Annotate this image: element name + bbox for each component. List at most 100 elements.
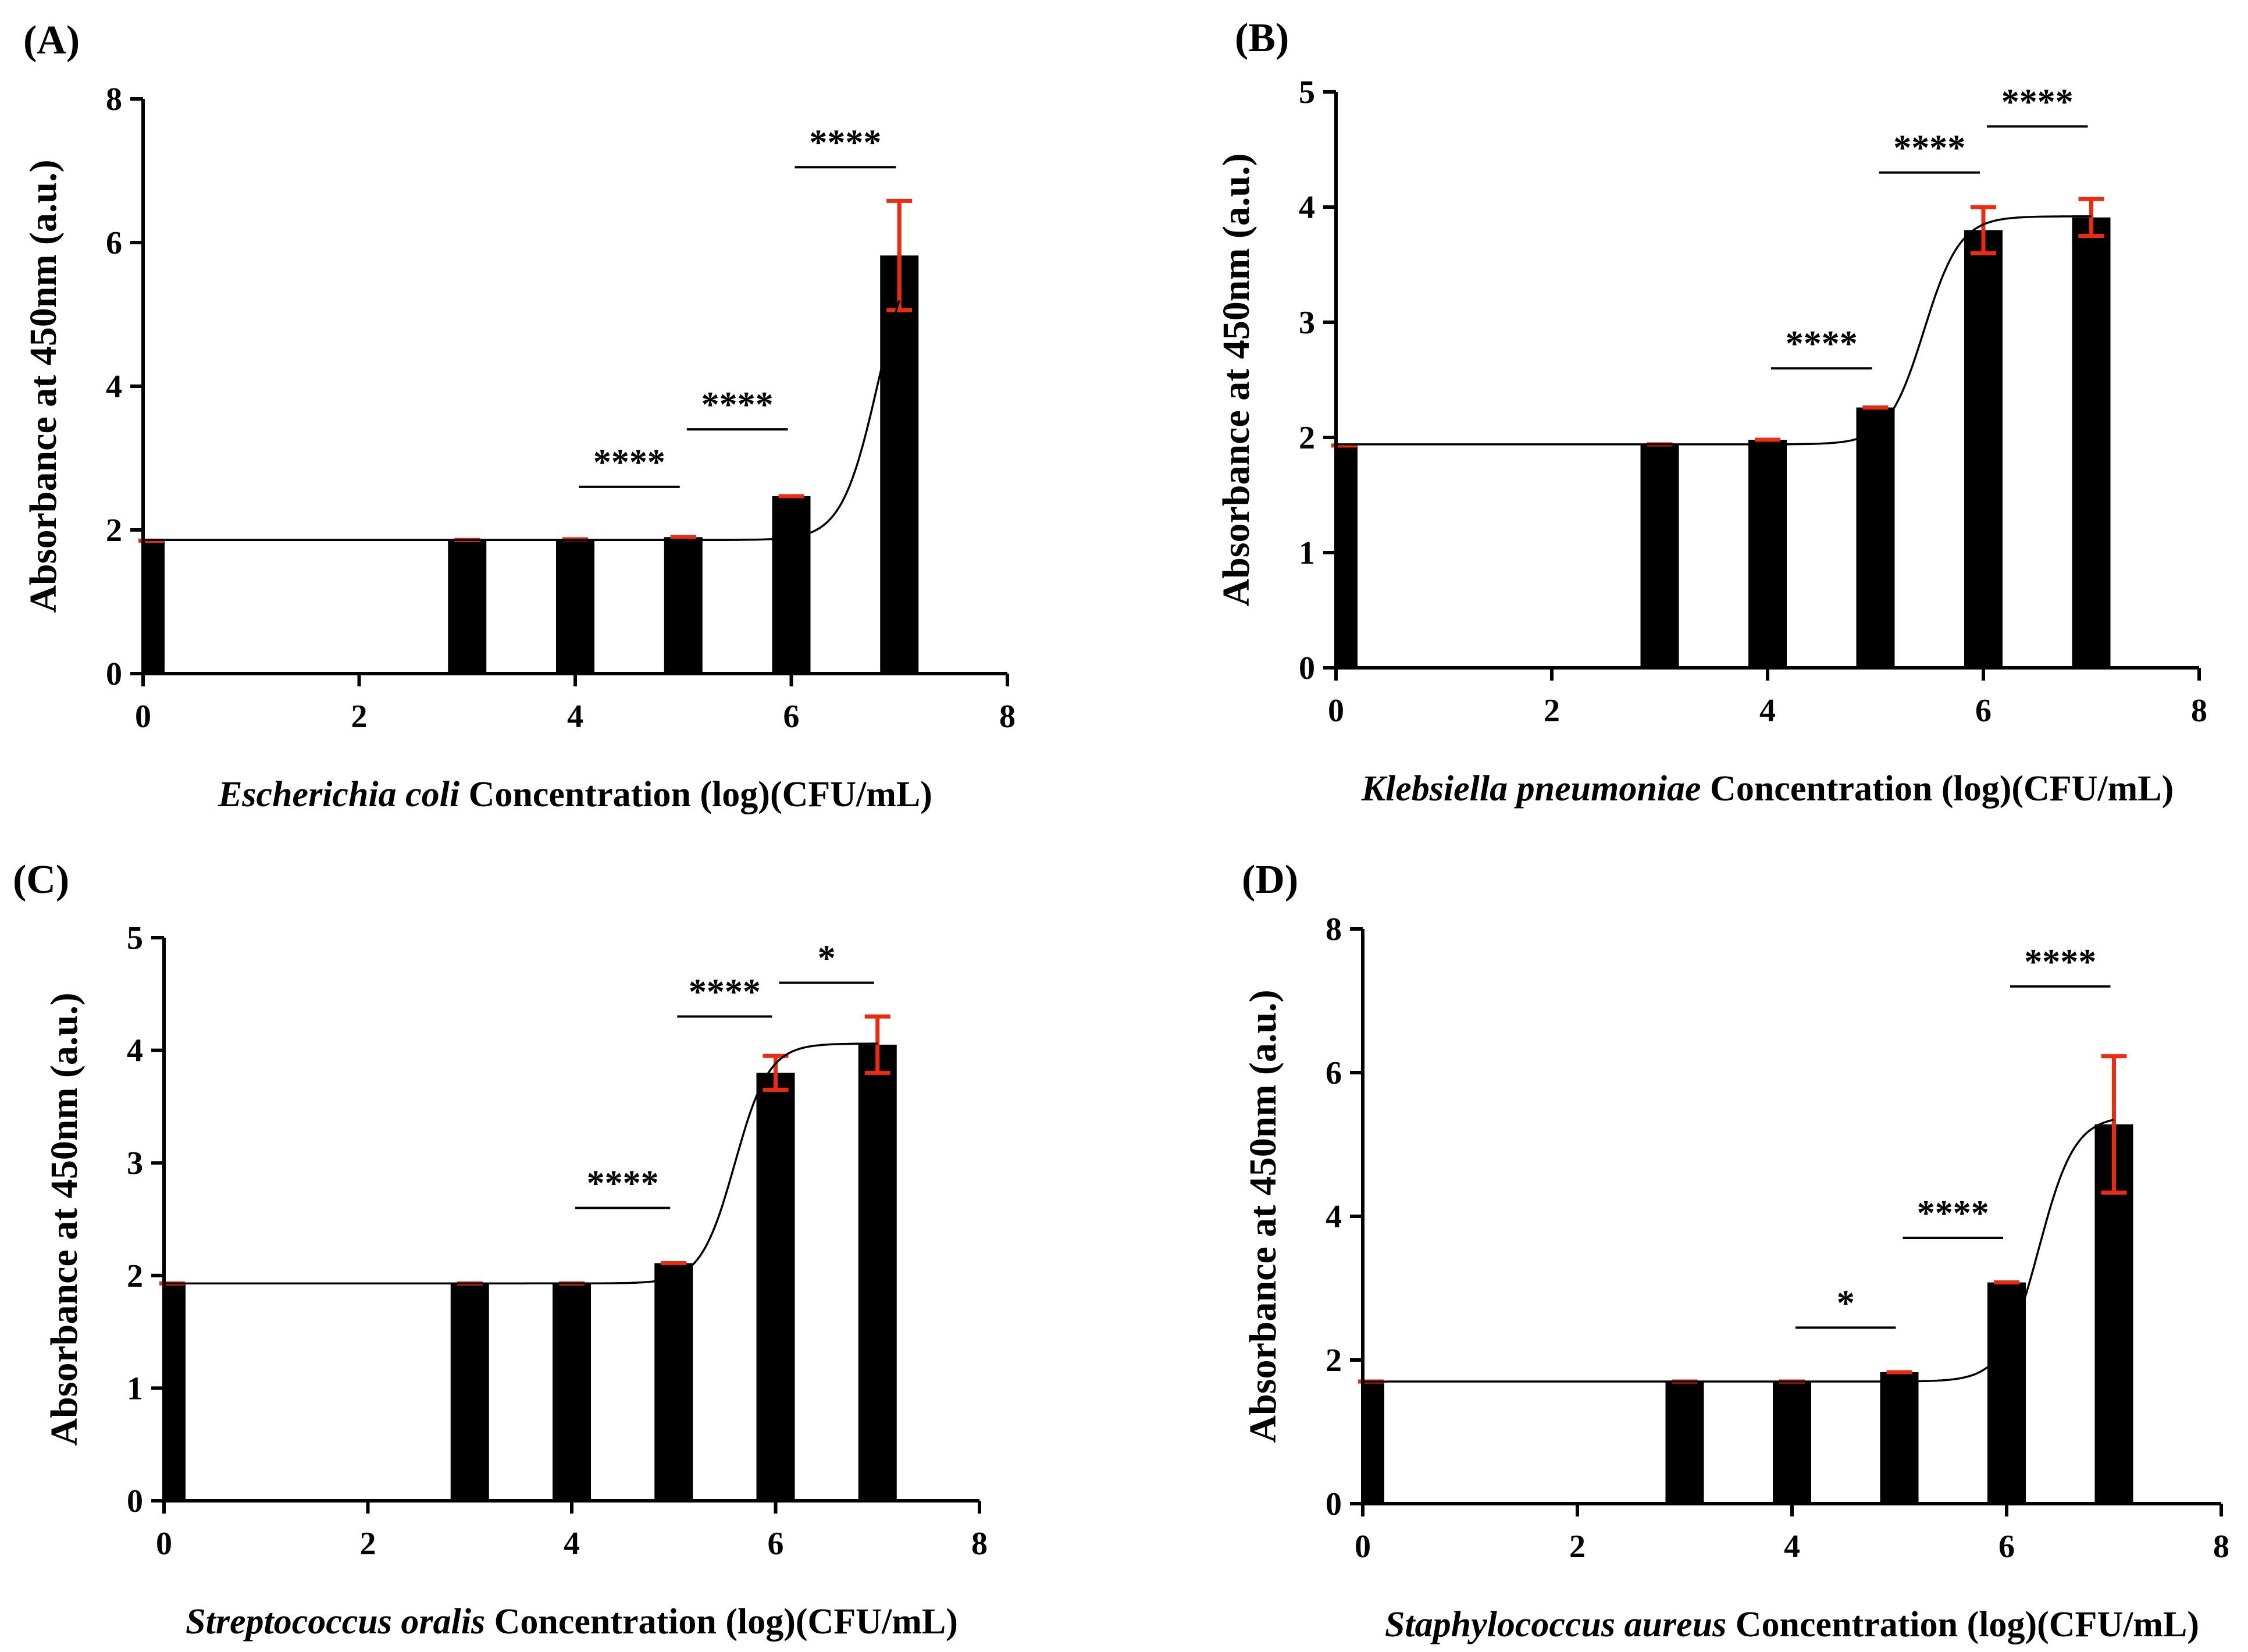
significance-label: * xyxy=(1837,1283,1855,1323)
y-tick-label: 1 xyxy=(127,1370,143,1407)
x-tick-label: 2 xyxy=(1544,693,1560,729)
significance-label: **** xyxy=(1917,1194,1989,1233)
panel-label: (A) xyxy=(23,18,80,63)
figure: (A) 0 2 4 6 8 0 2 4 6 8 Absorbance at 450nm (a.u.) E… xyxy=(0,0,2248,1649)
significance-label: **** xyxy=(701,385,774,425)
bar xyxy=(1773,1382,1811,1504)
x-axis-label-units: Concentration (log)(CFU/mL) xyxy=(1726,1605,2199,1644)
bar xyxy=(858,1045,897,1501)
bar xyxy=(880,255,918,674)
significance-marker: **** xyxy=(687,385,788,429)
x-tick-label: 4 xyxy=(564,1526,580,1562)
x-tick-label: 0 xyxy=(135,699,151,735)
x-axis-label-species: Streptococcus oralis xyxy=(186,1602,485,1642)
significance-marker: **** xyxy=(575,1164,670,1208)
x-tick-label: 8 xyxy=(999,699,1016,735)
bar xyxy=(1964,230,2003,668)
x-axis-label-species: Escherichia coli xyxy=(218,775,459,814)
y-tick-label: 8 xyxy=(1326,912,1342,948)
y-tick-label: 0 xyxy=(1299,650,1315,686)
y-tick-label: 3 xyxy=(1299,305,1315,341)
significance-marker: **** xyxy=(1987,82,2088,126)
x-axis-label: Klebsiella pneumoniae Concentration (log… xyxy=(1361,769,2174,809)
y-tick-label: 4 xyxy=(1299,190,1315,226)
x-tick-label: 2 xyxy=(1569,1529,1586,1565)
x-tick-label: 8 xyxy=(2213,1529,2229,1565)
y-tick-label: 5 xyxy=(1299,74,1315,111)
x-tick-label: 6 xyxy=(1998,1529,2015,1565)
panel-label: (D) xyxy=(1242,857,1298,902)
y-tick-label: 6 xyxy=(1326,1055,1342,1091)
y-tick-label: 8 xyxy=(106,81,122,118)
y-tick-label: 3 xyxy=(127,1145,143,1181)
significance-marker: **** xyxy=(795,123,896,167)
y-tick-label: 2 xyxy=(127,1258,143,1294)
y-axis-label: Absorbance at 450nm (a.u.) xyxy=(1242,989,1284,1443)
y-tick-label: 4 xyxy=(106,369,122,405)
x-tick-label: 6 xyxy=(768,1526,784,1562)
y-axis-label: Absorbance at 450nm (a.u.) xyxy=(22,159,65,613)
x-tick-label: 6 xyxy=(783,699,800,735)
significance-label: * xyxy=(818,938,836,978)
significance-label: **** xyxy=(809,123,881,162)
bar xyxy=(1641,444,1679,668)
bar xyxy=(553,1283,591,1501)
panel-label: (C) xyxy=(13,857,69,902)
x-axis-label: Staphylococcus aureus Concentration (log… xyxy=(1385,1605,2199,1644)
bar xyxy=(2072,218,2111,668)
bar xyxy=(757,1073,795,1501)
y-tick-label: 2 xyxy=(1326,1343,1342,1379)
x-tick-label: 2 xyxy=(351,699,368,735)
y-tick-label: 4 xyxy=(1326,1199,1342,1235)
significance-marker: **** xyxy=(1903,1194,2004,1238)
significance-marker: **** xyxy=(1879,129,1980,173)
significance-label: **** xyxy=(2024,942,2096,982)
bar xyxy=(1857,408,1895,668)
significance-label: **** xyxy=(587,1164,659,1204)
significance-label: **** xyxy=(689,973,761,1012)
bar xyxy=(143,541,165,674)
chart-panel-a: (A) 0 2 4 6 8 0 2 4 6 8 Absorbance at 450nm (a.u.) E… xyxy=(22,18,1016,814)
x-tick-label: 0 xyxy=(1355,1529,1371,1565)
x-axis-label-species: Staphylococcus aureus xyxy=(1385,1605,1726,1644)
x-axis-label: Streptococcus oralis Concentration (log)… xyxy=(186,1602,958,1642)
panel-label: (B) xyxy=(1235,16,1289,60)
x-axis-label-units: Concentration (log)(CFU/mL) xyxy=(485,1602,958,1642)
significance-label: **** xyxy=(1786,324,1858,364)
bar xyxy=(1666,1382,1704,1504)
bar xyxy=(1336,446,1358,668)
x-tick-label: 8 xyxy=(971,1526,988,1562)
x-tick-label: 2 xyxy=(360,1526,376,1562)
bar xyxy=(1363,1382,1384,1504)
x-axis-label-units: Concentration (log)(CFU/mL) xyxy=(459,775,932,814)
y-tick-label: 0 xyxy=(106,656,122,692)
x-tick-label: 4 xyxy=(567,699,583,735)
significance-marker: **** xyxy=(2010,942,2111,987)
figure-svg: (A) 0 2 4 6 8 0 2 4 6 8 Absorbance at 450nm (a.u.) E… xyxy=(0,0,2248,1649)
bar xyxy=(664,537,703,674)
chart-panel-b: (B) 0 1 2 3 4 5 0 2 4 6 8 Absorbance at 450nm (a.u.)… xyxy=(1215,16,2207,809)
x-tick-label: 4 xyxy=(1784,1529,1800,1565)
bar xyxy=(1987,1283,2026,1504)
x-tick-label: 0 xyxy=(156,1526,172,1562)
y-tick-label: 4 xyxy=(127,1033,143,1069)
chart-panel-c: (C)0123450 2 4 6 8Absorbance at 450nm (a.u.)… xyxy=(13,857,988,1642)
bar xyxy=(1880,1372,1919,1504)
significance-label: **** xyxy=(593,443,665,482)
bar xyxy=(556,539,594,674)
bar xyxy=(1748,440,1787,668)
bar xyxy=(772,496,811,674)
x-axis-label-species: Klebsiella pneumoniae xyxy=(1361,769,1701,809)
x-tick-label: 8 xyxy=(2191,693,2207,729)
y-tick-label: 2 xyxy=(1299,420,1315,456)
y-tick-label: 0 xyxy=(127,1483,143,1519)
bar xyxy=(451,1283,489,1501)
bar xyxy=(164,1283,186,1501)
y-tick-label: 1 xyxy=(1299,535,1315,571)
significance-marker: **** xyxy=(1771,324,1872,368)
significance-label: **** xyxy=(2001,82,2074,122)
x-tick-label: 4 xyxy=(1759,693,1776,729)
significance-marker: **** xyxy=(579,443,680,487)
chart-panel-d: (D)024680 2 4 6 8Absorbance at 450nm (a.u.)S… xyxy=(1242,857,2229,1644)
x-tick-label: 0 xyxy=(1328,693,1344,729)
